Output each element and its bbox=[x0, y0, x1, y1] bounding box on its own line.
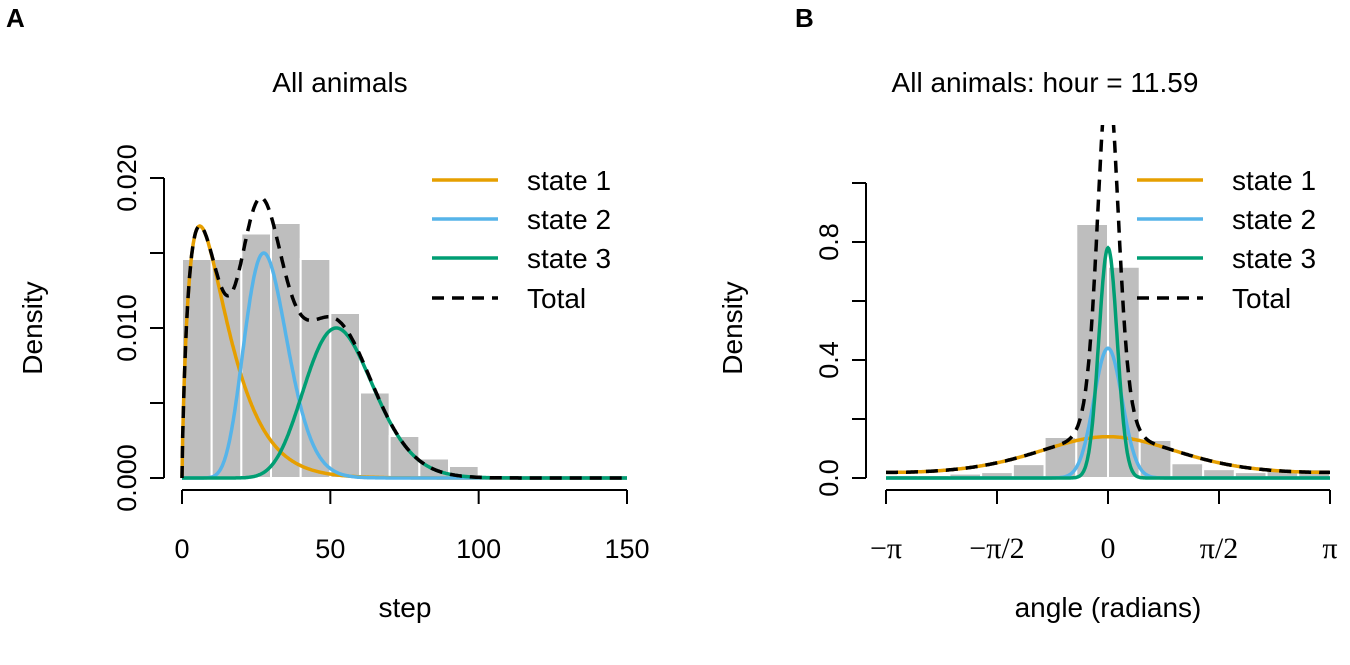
y-tick-label: 0.0 bbox=[814, 459, 844, 497]
panel-label-a: A bbox=[6, 3, 25, 33]
x-tick-label: 100 bbox=[456, 534, 501, 564]
x-axis-label-b: angle (radians) bbox=[1015, 592, 1202, 623]
y-tick-label: 0.4 bbox=[814, 341, 844, 379]
x-tick-label: π/2 bbox=[1200, 532, 1238, 565]
x-tick-label: 50 bbox=[315, 534, 345, 564]
axes-b: 0.0 0.4 0.8 −π −π/2 0 π/2 π bbox=[814, 182, 1338, 565]
x-axis-label-a: step bbox=[379, 592, 432, 623]
legend-label: state 1 bbox=[1232, 165, 1316, 196]
histogram-bar bbox=[299, 258, 332, 479]
x-tick-label: 150 bbox=[604, 534, 649, 564]
x-tick-label: 0 bbox=[174, 534, 189, 564]
x-tick-label: −π/2 bbox=[969, 532, 1024, 565]
legend-label: state 2 bbox=[1232, 204, 1316, 235]
chart-title-b: All animals: hour = 11.59 bbox=[892, 67, 1199, 98]
curves-b bbox=[886, 125, 1330, 480]
y-axis-label-b: Density bbox=[717, 281, 748, 374]
y-tick-label: 0.020 bbox=[112, 144, 142, 212]
histogram-a bbox=[181, 222, 510, 479]
legend-b: state 1 state 2 state 3 Total bbox=[1137, 165, 1316, 314]
x-tick-label: 0 bbox=[1101, 532, 1116, 565]
curve-total bbox=[180, 196, 627, 480]
chart-title-a: All animals bbox=[272, 67, 407, 98]
legend-label: Total bbox=[527, 283, 586, 314]
y-tick-label: 0.010 bbox=[112, 294, 142, 362]
histogram-bar bbox=[1011, 463, 1046, 480]
curves-a bbox=[180, 196, 627, 480]
x-tick-label: π bbox=[1322, 532, 1337, 565]
legend-label: state 3 bbox=[527, 243, 611, 274]
legend-label: state 3 bbox=[1232, 243, 1316, 274]
panel-b: B All animals: hour = 11.59 Density angl… bbox=[717, 3, 1338, 623]
curve-state-3 bbox=[886, 245, 1330, 480]
axes-a: 0.000 0.010 0.020 0 50 100 150 bbox=[112, 144, 650, 564]
legend-a: state 1 state 2 state 3 Total bbox=[432, 165, 611, 314]
y-axis-label-a: Density bbox=[17, 281, 48, 374]
panel-label-b: B bbox=[795, 3, 814, 33]
histogram-bar bbox=[359, 391, 391, 479]
x-tick-label: −π bbox=[870, 532, 902, 565]
panel-a: A All animals Density step 0.0000.0100.0… bbox=[6, 3, 650, 623]
legend-label: state 1 bbox=[527, 165, 611, 196]
histogram-bar bbox=[1170, 462, 1205, 479]
y-tick-label: 0.000 bbox=[112, 444, 142, 512]
y-tick-label: 0.8 bbox=[814, 223, 844, 261]
curve-state-1 bbox=[886, 434, 1330, 475]
legend-label: state 2 bbox=[527, 204, 611, 235]
histogram-bar bbox=[329, 312, 362, 479]
legend-label: Total bbox=[1232, 283, 1291, 314]
histogram-bar bbox=[210, 258, 243, 479]
